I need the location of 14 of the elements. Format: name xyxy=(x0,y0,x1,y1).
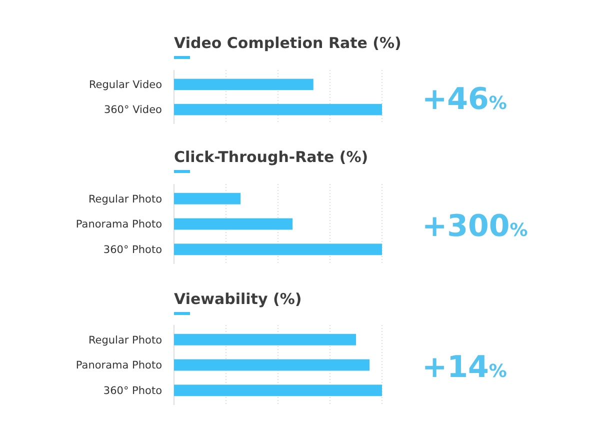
y-tick-label: 360° Photo xyxy=(103,385,162,398)
text: +46% xyxy=(422,82,507,117)
y-tick-label: Regular Photo xyxy=(88,193,162,206)
chart-title: Viewability (%) xyxy=(174,290,302,308)
text: +300% xyxy=(422,209,528,244)
text: +14% xyxy=(422,350,507,385)
chart-title: Click-Through-Rate (%) xyxy=(174,148,368,166)
y-tick-label: 360° Video xyxy=(104,104,162,116)
y-tick-label: Panorama Photo xyxy=(76,360,162,372)
y-tick-label: 360° Photo xyxy=(103,244,162,256)
y-tick-label: Panorama Photo xyxy=(76,218,162,231)
y-tick-label: Regular Video xyxy=(88,79,162,92)
y-tick-label: Regular Photo xyxy=(88,334,162,346)
chart-title: Video Completion Rate (%) xyxy=(174,34,402,52)
